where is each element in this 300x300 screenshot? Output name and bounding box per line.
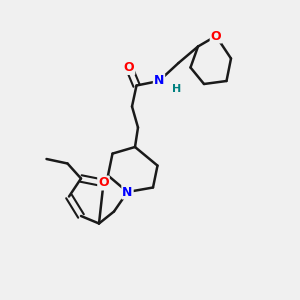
Text: O: O	[211, 29, 221, 43]
Text: N: N	[122, 185, 133, 199]
Text: O: O	[124, 61, 134, 74]
Text: O: O	[98, 176, 109, 190]
Text: H: H	[172, 83, 182, 94]
Text: N: N	[154, 74, 164, 88]
